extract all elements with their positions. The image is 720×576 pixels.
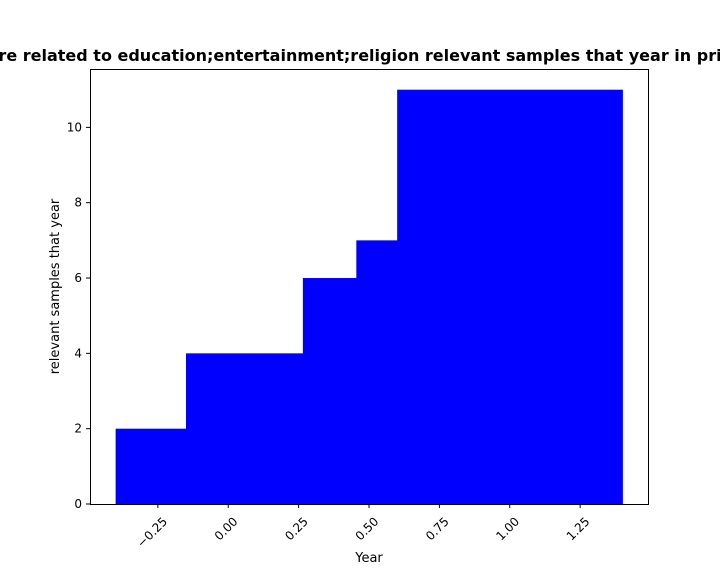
x-tick-label: 0.25 [282,514,311,543]
x-tick-label: −0.25 [134,514,170,550]
x-axis: −0.25 0.00 0.25 0.50 0.75 1.00 1.25 [134,504,592,550]
chart-title: re related to education;entertainment;re… [0,46,720,65]
bars-layer [115,89,623,505]
y-tick-label: 10 [67,120,82,134]
x-tick-label: 0.00 [212,514,241,543]
bar-3 [302,278,357,504]
x-axis-title: Year [354,551,383,566]
y-tick-label: 8 [74,196,82,210]
y-tick-label: 6 [74,271,82,285]
y-tick-label: 0 [74,497,82,511]
bar-1 [115,428,187,504]
y-axis: 0 2 4 6 8 10 [67,120,90,511]
x-tick-label: 1.00 [493,514,522,543]
bar-4 [356,240,398,505]
bar-2 [186,353,304,504]
x-tick-label: 1.25 [564,514,593,543]
y-axis-title: relevant samples that year [48,198,63,374]
x-tick-label: 0.50 [353,514,382,543]
y-tick-label: 4 [74,346,82,360]
x-tick-label: 0.75 [423,514,452,543]
y-tick-label: 2 [74,422,82,436]
bar-5 [397,89,623,505]
